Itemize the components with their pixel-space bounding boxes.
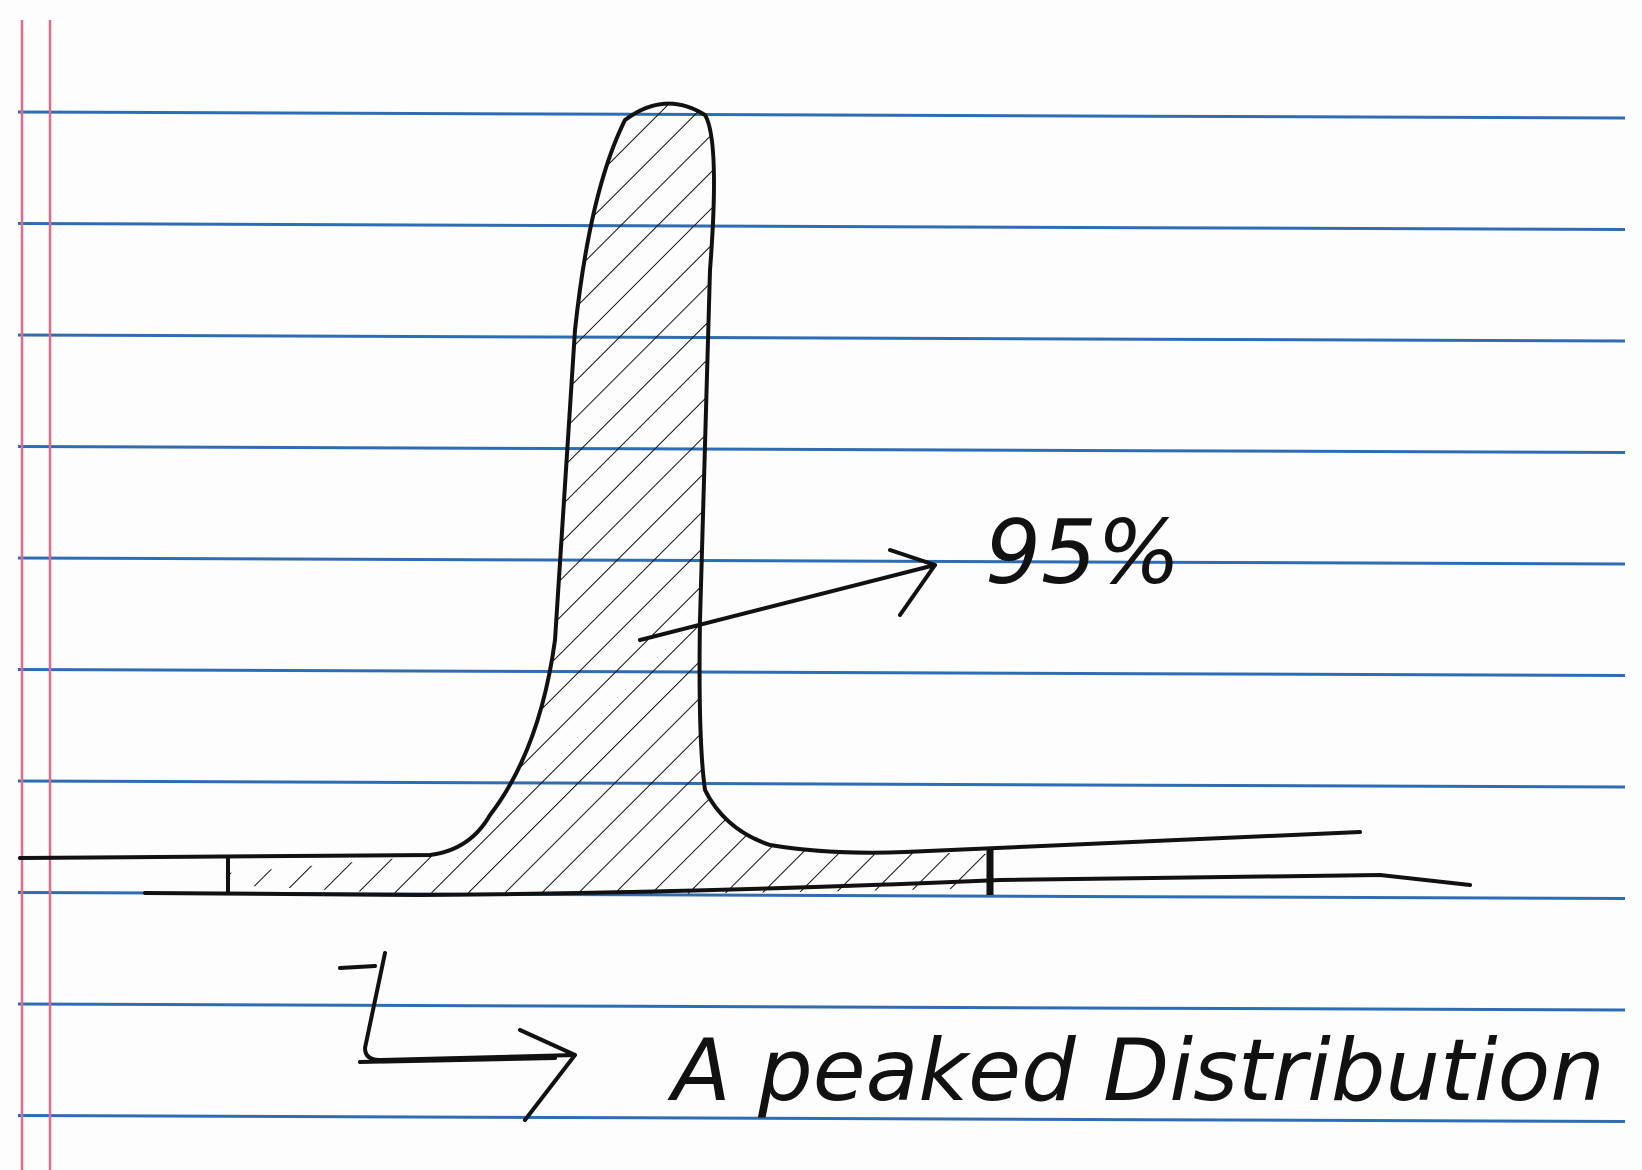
ruled-line [17, 445, 1626, 454]
caption-text: A peaked Distribution [667, 1021, 1605, 1121]
ruled-line [17, 1114, 1626, 1123]
distribution-curve [18, 101, 1362, 860]
peak-percent-label: 95% [985, 501, 1181, 604]
ruled-line [17, 556, 1626, 566]
ruled-line [17, 222, 1626, 231]
caption-arrow [338, 951, 577, 1122]
ruled-lines [17, 110, 1626, 1123]
ruled-line [17, 110, 1626, 120]
ruled-line [17, 1002, 1626, 1012]
ruled-line [17, 668, 1626, 677]
ruled-line [17, 333, 1626, 343]
baseline-axis [143, 872, 1472, 898]
distribution-hatched-area [228, 103, 990, 896]
percent-arrow [638, 548, 937, 642]
ruled-line [17, 779, 1626, 789]
